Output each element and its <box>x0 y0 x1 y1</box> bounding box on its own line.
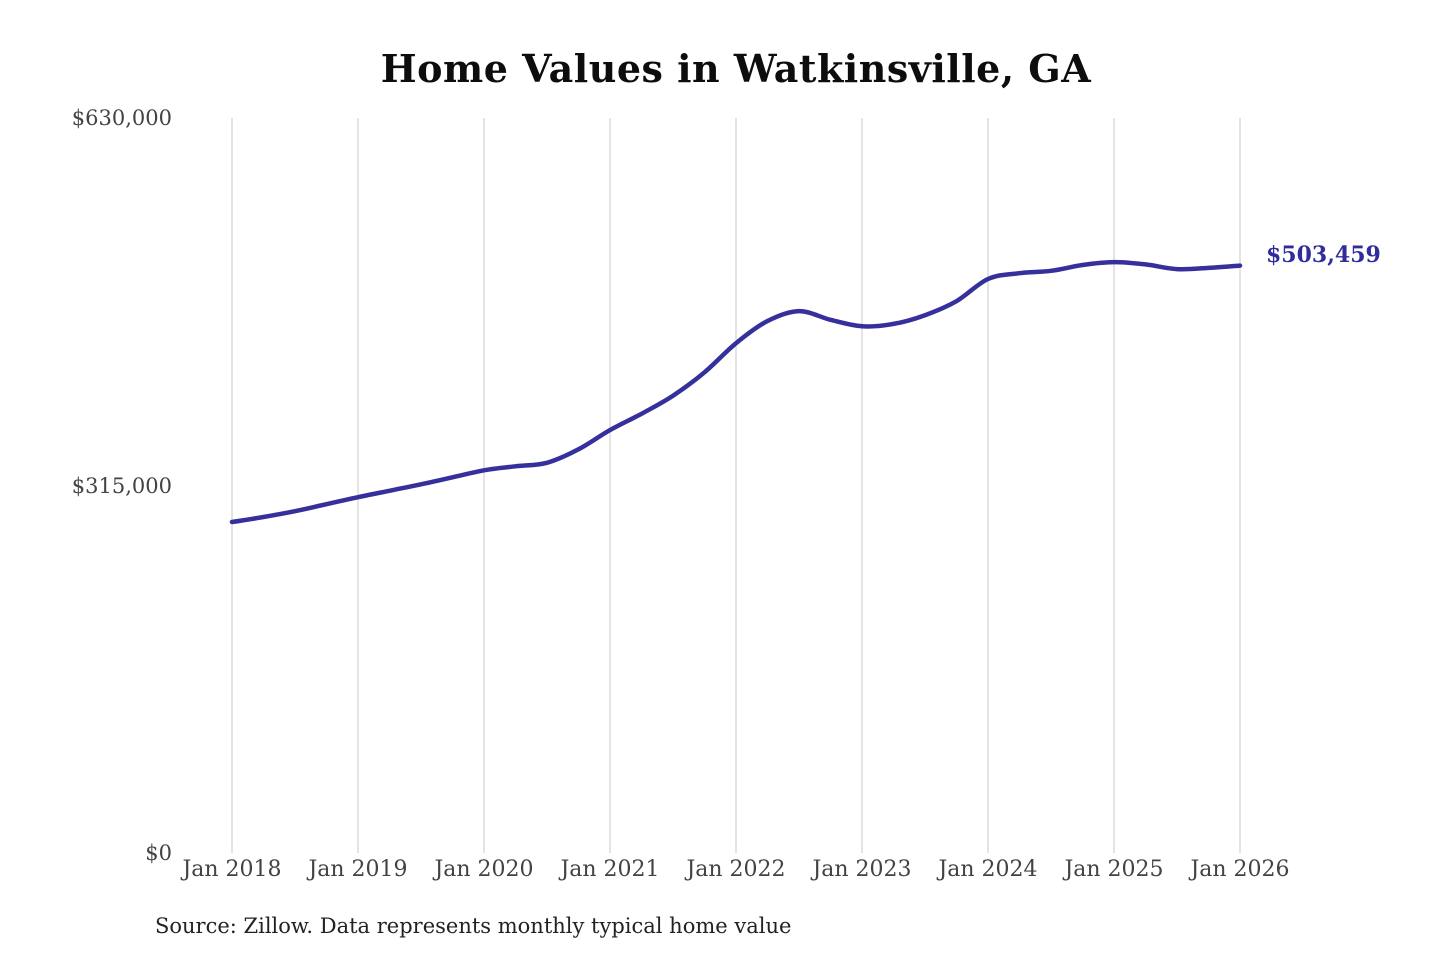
x-tick-label: Jan 2025 <box>1064 857 1164 882</box>
x-tick-label: Jan 2023 <box>812 857 912 882</box>
x-tick-label: Jan 2021 <box>560 857 660 882</box>
x-tick-label: Jan 2024 <box>938 857 1038 882</box>
value-line <box>229 259 1243 525</box>
end-value-label: $503,459 <box>1266 241 1381 268</box>
y-tick-label: $315,000 <box>71 473 172 498</box>
chart-title: Home Values in Watkinsville, GA <box>380 46 1092 91</box>
x-tick-label: Jan 2026 <box>1190 857 1290 882</box>
source-note: Source: Zillow. Data represents monthly … <box>155 914 792 938</box>
x-tick-label: Jan 2018 <box>182 857 282 882</box>
x-tick-label: Jan 2020 <box>434 857 534 882</box>
y-tick-label: $630,000 <box>71 106 172 130</box>
x-tick-label: Jan 2022 <box>686 857 786 882</box>
x-tick-label: Jan 2019 <box>308 857 408 882</box>
y-tick-label: $0 <box>145 841 172 865</box>
